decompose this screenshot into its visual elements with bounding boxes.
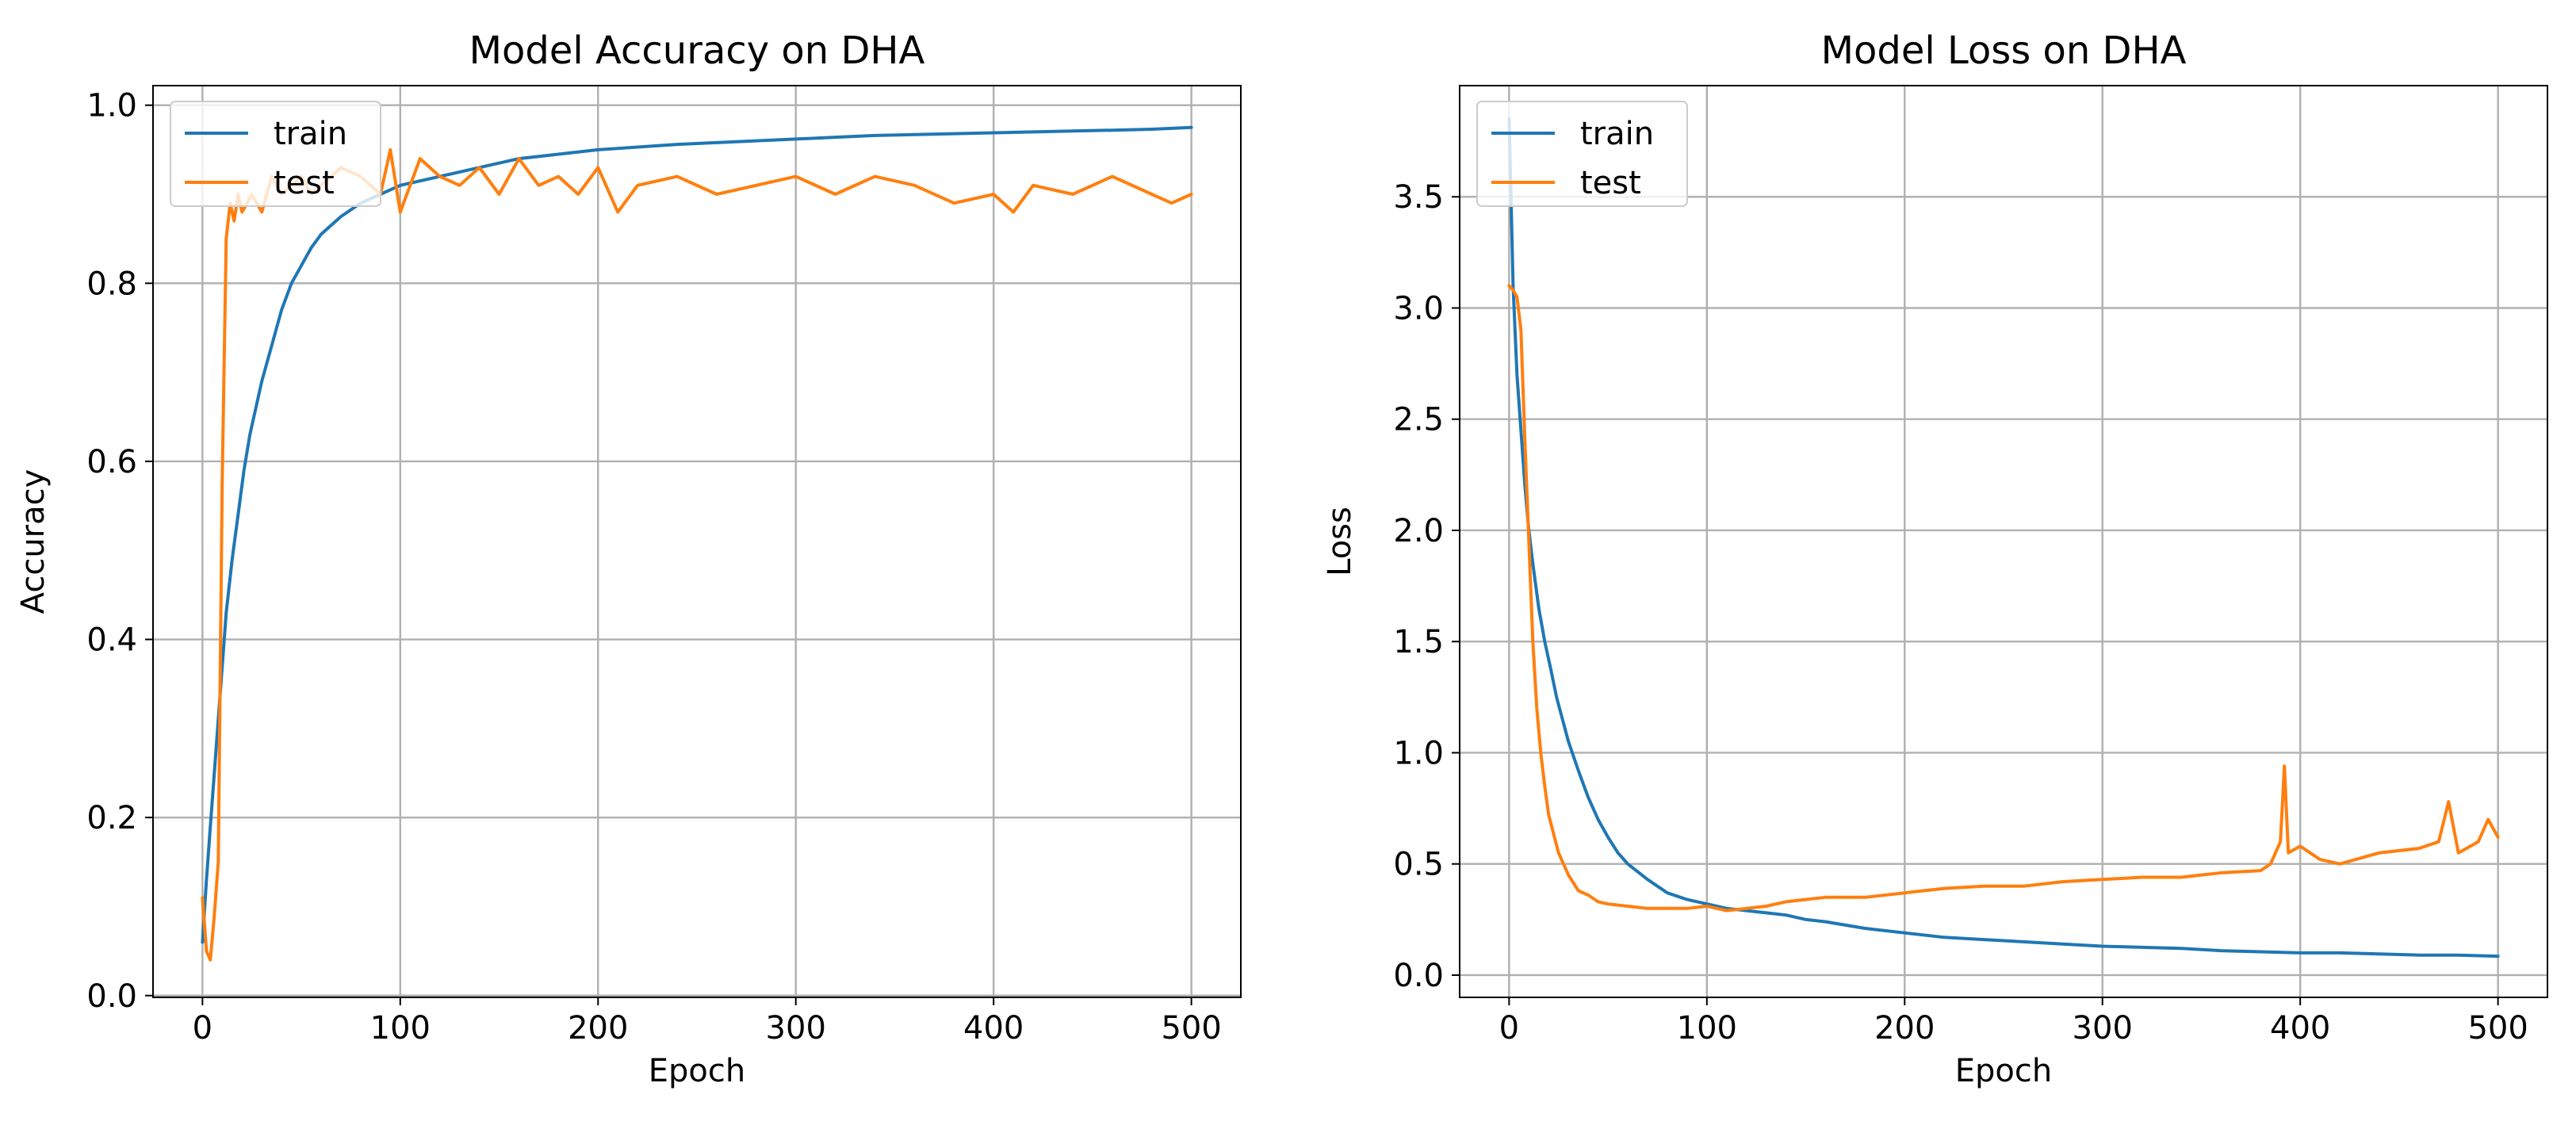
loss-y-tick-label: 2.5 — [1393, 402, 1444, 438]
loss-series — [1507, 117, 2500, 959]
loss-legend-test-label: test — [1580, 165, 1641, 201]
accuracy-y-tick-label: 0.2 — [86, 800, 137, 836]
accuracy-y-tick-label: 1.0 — [86, 88, 137, 124]
loss-y-tick-label: 0.0 — [1393, 958, 1444, 994]
loss-x-tick-label: 0 — [1499, 1010, 1519, 1047]
loss-y-tick-label: 0.5 — [1393, 847, 1444, 883]
loss-chart: 0 100 200 300 400 500 0.0 0.5 1.0 1.5 2.0 2.5 3.0 3.5… — [1322, 29, 2548, 1089]
loss-y-tick-label: 2.0 — [1393, 513, 1444, 549]
loss-legend-train-label: train — [1580, 116, 1654, 152]
accuracy-x-tick-label: 0 — [193, 1010, 212, 1047]
accuracy-x-axis-label: Epoch — [649, 1053, 745, 1089]
loss-x-tick-label: 400 — [2270, 1010, 2330, 1047]
loss-y-tick-label: 3.5 — [1393, 179, 1444, 216]
loss-x-tick-label: 500 — [2467, 1010, 2528, 1047]
loss-grid — [1460, 86, 2547, 997]
loss-x-tick-label: 300 — [2073, 1010, 2133, 1047]
loss-x-axis-label: Epoch — [1955, 1053, 2052, 1089]
accuracy-grid — [153, 86, 1241, 997]
accuracy-legend-train-label: train — [274, 116, 347, 152]
accuracy-y-tick-label: 0.8 — [86, 266, 137, 302]
loss-y-tick-label: 1.5 — [1393, 624, 1444, 660]
loss-legend-box — [1476, 101, 1688, 207]
accuracy-y-tick-label: 0.6 — [86, 444, 137, 480]
accuracy-x-tick-label: 500 — [1161, 1010, 1221, 1047]
accuracy-ticks: 0 100 200 300 400 500 0.0 0.2 0.4 0.6 0.8 1.0 — [86, 88, 1221, 1047]
loss-chart-title: Model Loss on DHA — [1821, 29, 2187, 73]
loss-y-axis-label: Loss — [1322, 507, 1358, 576]
accuracy-legend-box — [170, 101, 381, 207]
accuracy-plot-frame — [152, 85, 1242, 998]
accuracy-x-tick-label: 300 — [766, 1010, 826, 1047]
accuracy-legend-test-label: test — [274, 165, 335, 201]
loss-x-tick-label: 200 — [1874, 1010, 1935, 1047]
loss-x-tick-label: 100 — [1677, 1010, 1737, 1047]
accuracy-legend: train test — [170, 101, 381, 207]
accuracy-chart-title: Model Accuracy on DHA — [469, 29, 925, 73]
accuracy-x-tick-label: 400 — [963, 1010, 1024, 1047]
loss-plot-frame — [1459, 85, 2548, 998]
loss-train-line — [1507, 117, 2500, 959]
accuracy-x-tick-label: 200 — [568, 1010, 628, 1047]
accuracy-y-tick-label: 0.4 — [86, 622, 137, 659]
loss-legend: train test — [1476, 101, 1688, 207]
accuracy-y-tick-label: 0.0 — [86, 978, 137, 1015]
loss-ticks: 0 100 200 300 400 500 0.0 0.5 1.0 1.5 2.0 2.5 3.0 3.5 — [1393, 179, 2528, 1047]
accuracy-y-axis-label: Accuracy — [15, 469, 52, 614]
accuracy-series — [201, 125, 1193, 962]
loss-y-tick-label: 3.0 — [1393, 290, 1444, 327]
accuracy-chart: 0 100 200 300 400 500 0.0 0.2 0.4 0.6 0.8 1.0 Model… — [15, 29, 1242, 1089]
loss-test-line — [1507, 284, 2500, 913]
loss-y-tick-label: 1.0 — [1393, 735, 1444, 771]
accuracy-x-tick-label: 100 — [370, 1010, 431, 1047]
accuracy-test-line — [201, 147, 1193, 962]
